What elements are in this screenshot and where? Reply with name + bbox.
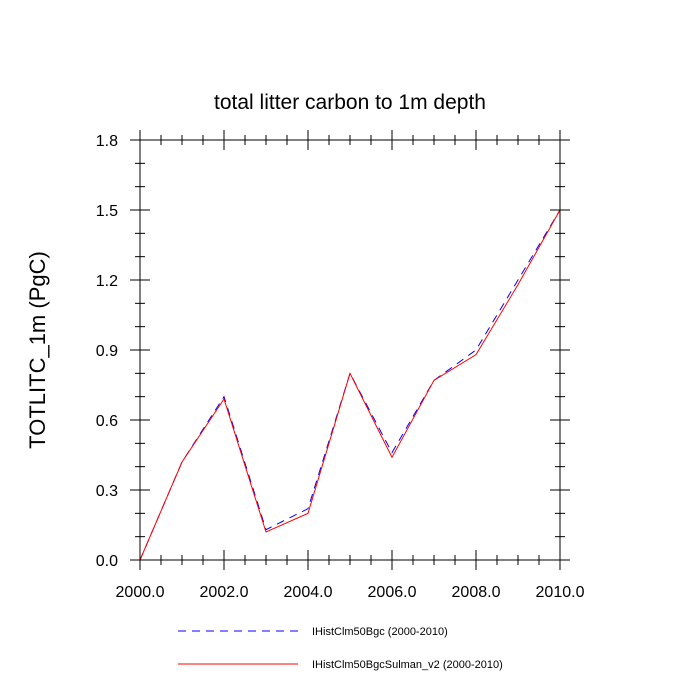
y-tick-label: 1.5 (96, 203, 118, 220)
x-tick-label: 2008.0 (452, 584, 501, 601)
x-tick-label: 2010.0 (536, 584, 585, 601)
legend-label-2: IHistClm50BgcSulman_v2 (2000-2010) (312, 659, 503, 671)
legend: IHistClm50Bgc (2000-2010) IHistClm50BgcSu… (178, 626, 503, 671)
y-tick-label: 1.8 (96, 133, 118, 150)
plot-frame (139, 139, 561, 561)
axis-ticks (130, 130, 570, 570)
x-tick-label: 2002.0 (200, 584, 249, 601)
tick-labels: 2000.0 2002.0 2004.0 2006.0 2008.0 2010.0 0.0 0… (96, 133, 585, 601)
y-tick-label: 0.0 (96, 553, 118, 570)
y-tick-label: 0.3 (96, 483, 118, 500)
chart-title: total litter carbon to 1m depth (214, 91, 486, 114)
series-lines (139, 209, 561, 561)
y-tick-label: 1.2 (96, 273, 118, 290)
series-line-2 (139, 209, 561, 561)
y-axis-label: TOTLITC_1m (PgC) (25, 251, 50, 449)
x-tick-label: 2000.0 (116, 584, 165, 601)
series-line-1 (139, 209, 561, 561)
y-tick-label: 0.6 (96, 413, 118, 430)
legend-label-1: IHistClm50Bgc (2000-2010) (312, 626, 448, 638)
x-tick-label: 2006.0 (368, 584, 417, 601)
x-tick-label: 2004.0 (284, 584, 333, 601)
y-tick-label: 0.9 (96, 343, 118, 360)
